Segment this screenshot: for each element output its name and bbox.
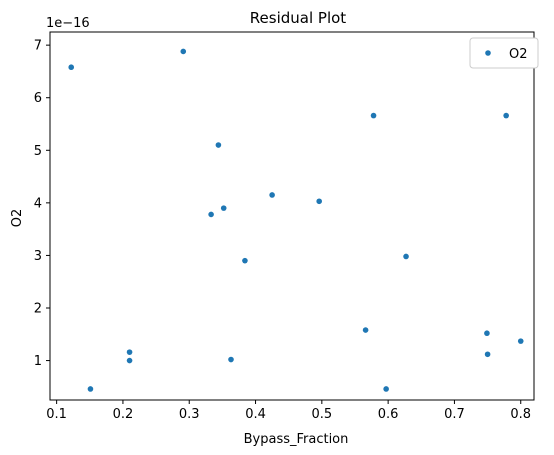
data-point [180,48,187,55]
x-axis-label: Bypass_Fraction [244,432,349,447]
x-tick-label: 0.3 [179,407,200,422]
x-tick-label: 0.6 [378,407,399,422]
data-point [220,205,227,211]
y-tick-label: 6 [34,91,42,106]
chart-title: Residual Plot [250,9,347,27]
x-tick-label: 0.8 [510,407,531,422]
data-point [68,64,75,71]
data-point [383,386,389,392]
data-point [228,356,234,363]
y-tick-label: 4 [34,196,42,211]
y-tick-label: 3 [34,249,42,264]
data-point [503,112,509,119]
x-tick-label: 0.4 [245,407,266,422]
y-tick-label: 7 [34,39,42,54]
legend-label: O2 [509,47,528,62]
data-point [126,349,133,355]
y-tick-label: 1 [34,354,42,369]
data-point [403,253,409,260]
y-tick-label: 5 [34,144,42,159]
data-point [484,330,490,337]
data-point [269,192,275,198]
y-offset-label: 1e−16 [46,16,90,31]
data-point [87,386,94,392]
y-axis: 1 2 3 4 5 6 7 [34,39,50,369]
legend-marker [485,50,491,56]
y-tick-label: 2 [34,302,42,317]
data-point [208,211,214,218]
data-point [362,327,369,333]
x-tick-label: 0.7 [444,407,465,422]
legend: O2 [469,37,539,69]
legend-frame [469,37,539,69]
data-point [517,338,524,344]
axes-frame [49,31,535,401]
x-tick-label: 0.1 [46,407,67,422]
x-axis: 0.1 0.2 0.3 0.4 0.5 0.6 0.7 0.8 [46,400,531,422]
data-point [126,357,133,364]
data-point [242,257,248,264]
data-point [370,112,377,119]
data-point [316,198,322,205]
x-tick-label: 0.2 [113,407,134,422]
x-tick-label: 0.5 [311,407,332,422]
y-axis-label: O2 [10,209,25,228]
plot-area [49,31,535,401]
data-points [68,48,524,392]
data-point [484,351,491,358]
data-point [215,142,222,148]
